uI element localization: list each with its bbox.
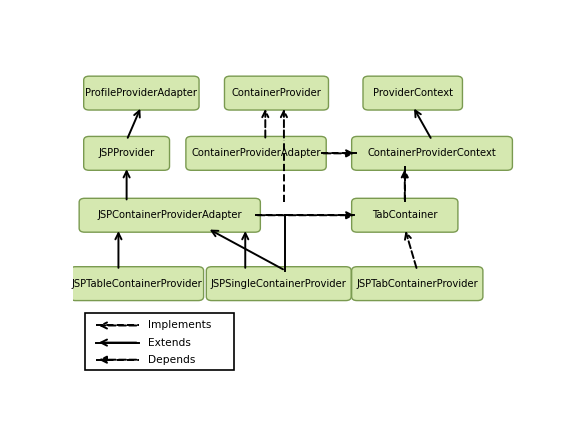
Text: TabContainer: TabContainer [372, 210, 438, 220]
FancyBboxPatch shape [224, 76, 329, 110]
Text: ContainerProvider: ContainerProvider [231, 88, 321, 98]
Text: ProfileProviderAdapter: ProfileProviderAdapter [86, 88, 197, 98]
FancyBboxPatch shape [352, 198, 458, 232]
Text: Extends: Extends [148, 338, 191, 348]
FancyBboxPatch shape [84, 76, 199, 110]
FancyBboxPatch shape [352, 267, 483, 301]
Text: Implements: Implements [148, 321, 212, 330]
FancyBboxPatch shape [186, 137, 326, 170]
FancyBboxPatch shape [206, 267, 351, 301]
FancyBboxPatch shape [363, 76, 462, 110]
FancyBboxPatch shape [79, 198, 260, 232]
Text: Depends: Depends [148, 355, 196, 365]
FancyBboxPatch shape [70, 267, 203, 301]
Text: JSPProvider: JSPProvider [98, 148, 155, 158]
Text: ContainerProviderAdapter: ContainerProviderAdapter [191, 148, 321, 158]
Text: JSPContainerProviderAdapter: JSPContainerProviderAdapter [97, 210, 242, 220]
FancyBboxPatch shape [84, 313, 234, 370]
Text: JSPTabContainerProvider: JSPTabContainerProvider [356, 279, 478, 288]
Text: JSPSingleContainerProvider: JSPSingleContainerProvider [211, 279, 347, 288]
Text: JSPTableContainerProvider: JSPTableContainerProvider [71, 279, 202, 288]
Text: ProviderContext: ProviderContext [373, 88, 453, 98]
Text: ContainerProviderContext: ContainerProviderContext [367, 148, 496, 158]
FancyBboxPatch shape [84, 137, 169, 170]
FancyBboxPatch shape [352, 137, 512, 170]
